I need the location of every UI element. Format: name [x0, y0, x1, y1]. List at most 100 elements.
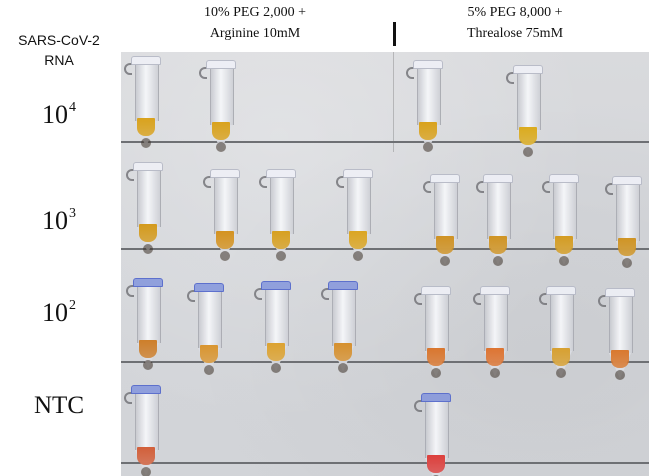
tube-liquid [486, 348, 504, 366]
tube-body [616, 185, 640, 241]
tube-shadow [559, 256, 569, 266]
tube-body [137, 171, 161, 227]
row-label-ntc: NTC [0, 392, 118, 420]
tube-shadow [204, 365, 214, 375]
tube-lid [480, 286, 510, 295]
tube-shadow [143, 244, 153, 254]
column-header-peg8000-threalose: 5% PEG 8,000 + Threalose 75mM [410, 2, 620, 44]
tube-body [487, 183, 511, 239]
column-header-peg2000-arginine: 10% PEG 2,000 + Arginine 10mM [150, 2, 360, 44]
tube-lid [261, 281, 291, 290]
tube-body [417, 69, 441, 125]
tube-hinge [476, 181, 484, 193]
tube-shadow [490, 368, 500, 378]
photo-seam [393, 52, 394, 152]
tube-10e3-2 [203, 169, 240, 269]
tube-body [517, 74, 541, 130]
tube-liquid [555, 236, 573, 254]
tube-liquid [139, 340, 157, 358]
tube-body [210, 69, 234, 125]
tube-hinge [199, 67, 207, 79]
tube-lid [133, 162, 163, 171]
tube-liquid [137, 447, 155, 465]
tube-hinge [336, 176, 344, 188]
tube-body [425, 295, 449, 351]
tube-body [609, 297, 633, 353]
tube-shadow [216, 142, 226, 152]
tube-liquid [139, 224, 157, 242]
tube-hinge [598, 295, 606, 307]
tube-liquid [489, 236, 507, 254]
column-header-line2: Threalose 75mM [466, 26, 564, 41]
tube-shadow [353, 251, 363, 261]
tube-body [270, 178, 294, 234]
tube-liquid [436, 236, 454, 254]
tube-body [434, 183, 458, 239]
row-label-exponent: 4 [69, 100, 76, 115]
tube-hinge [506, 72, 514, 84]
tube-10e2-2 [187, 283, 224, 383]
tube-liquid [200, 345, 218, 363]
row-label-exponent: 2 [69, 298, 76, 313]
tube-liquid [427, 348, 445, 366]
row-label-base: 10 [42, 206, 68, 235]
tube-shadow [141, 467, 151, 476]
tube-10e2-7 [539, 286, 576, 386]
tube-hinge [124, 392, 132, 404]
tube-shadow [220, 251, 230, 261]
tube-liquid [267, 343, 285, 361]
tube-10e2-6 [473, 286, 510, 386]
tube-lid [133, 278, 163, 287]
tube-ntc-1 [124, 385, 161, 476]
tube-body [484, 295, 508, 351]
row-line-10e2 [121, 361, 649, 363]
row-title-line1: SARS-CoV-2 [18, 32, 100, 48]
tube-liquid [419, 122, 437, 140]
tube-lid [413, 60, 443, 69]
tube-body [550, 295, 574, 351]
tube-liquid [552, 348, 570, 366]
row-line-10e4 [121, 141, 649, 143]
row-axis-title: SARS-CoV-2 RNA [0, 30, 118, 70]
tube-shadow [271, 363, 281, 373]
tube-hinge [187, 290, 195, 302]
tube-hinge [406, 67, 414, 79]
tube-shadow [615, 370, 625, 380]
tube-10e4-3 [406, 60, 443, 160]
tube-liquid [216, 231, 234, 249]
tube-body [265, 290, 289, 346]
tube-lid [612, 176, 642, 185]
tube-10e4-4 [506, 65, 543, 165]
tube-lid [328, 281, 358, 290]
tube-hinge [203, 176, 211, 188]
tube-body [347, 178, 371, 234]
tube-hinge [605, 183, 613, 195]
tube-10e2-8 [598, 288, 635, 388]
row-label-base: 10 [42, 100, 68, 129]
tube-lid [483, 174, 513, 183]
tube-10e3-3 [259, 169, 296, 269]
tube-shadow [493, 256, 503, 266]
tube-shadow [523, 147, 533, 157]
tube-liquid [212, 122, 230, 140]
tube-liquid [611, 350, 629, 368]
tube-10e3-7 [542, 174, 579, 274]
row-label-base: NTC [34, 392, 84, 419]
tube-shadow [338, 363, 348, 373]
tube-body [553, 183, 577, 239]
tube-10e2-4 [321, 281, 358, 381]
tube-hinge [321, 288, 329, 300]
tube-hinge [254, 288, 262, 300]
column-divider [393, 22, 396, 46]
row-label-base: 10 [42, 298, 68, 327]
tube-lid [266, 169, 296, 178]
tube-hinge [423, 181, 431, 193]
tube-liquid [618, 238, 636, 256]
tube-hinge [539, 293, 547, 305]
column-header-line1: 5% PEG 8,000 + [467, 5, 563, 20]
tube-shadow [141, 138, 151, 148]
tube-lid [194, 283, 224, 292]
row-line-10e3 [121, 248, 649, 250]
row-label-10e4: 104 [0, 100, 118, 130]
tube-hinge [126, 169, 134, 181]
